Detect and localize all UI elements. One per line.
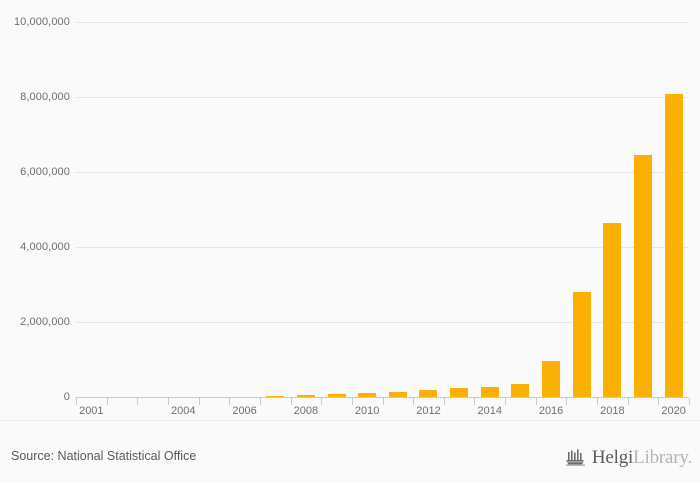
library-building-icon [565,448,587,466]
y-axis-tick-label: 4,000,000 [20,240,70,253]
bar[interactable] [266,395,285,397]
x-axis-tick [76,398,77,405]
x-axis-tick [474,398,476,405]
x-axis-tick [627,398,629,405]
helgi-library-logo[interactable]: HelgiLibrary. [565,446,692,468]
bar[interactable] [450,388,469,397]
x-axis-tick [198,398,200,405]
x-axis-tick [443,398,445,405]
x-axis-tick-label: 2010 [354,405,380,417]
footer-divider [0,420,700,421]
x-axis-tick [413,398,415,405]
logo-secondary: Library [633,446,688,468]
bar[interactable] [388,392,407,397]
x-axis-tick [597,398,599,405]
x-axis-tick-label: 2016 [538,405,564,417]
x-axis-tick-label: 2004 [171,405,196,417]
bar[interactable] [664,94,683,397]
bar[interactable] [572,292,591,397]
x-axis-tick-label: 2008 [293,405,319,417]
gridline [76,22,689,23]
x-axis-tick-label: 2006 [232,405,257,417]
x-axis-tick [259,398,261,405]
x-axis-tick [351,398,353,405]
x-axis-tick [658,398,660,405]
logo-primary: Helgi [591,446,634,468]
plot-wrapper: 10,000,000 8,000,000 6,000,000 4,000,000 2,0… [0,16,690,417]
x-axis-tick [535,398,537,405]
bar[interactable] [327,394,346,397]
chart-footer: Source: National Statistical Office Helg… [0,420,700,483]
x-axis-tick [167,398,169,405]
bar[interactable] [480,387,499,397]
x-axis-tick-label: 2012 [416,405,441,417]
bar[interactable] [358,392,377,397]
x-axis-tick-label: 2020 [661,405,686,417]
x-axis-tick [566,398,568,405]
bar[interactable] [419,389,438,397]
x-axis-tick-label: 2018 [600,405,625,417]
gridline [76,322,689,323]
y-axis-tick-label: 8,000,000 [20,90,70,103]
logo-wordmark: HelgiLibrary. [592,448,692,467]
gridline [76,172,689,173]
x-axis-tick [505,398,507,405]
x-axis-line [76,397,689,398]
x-axis-tick [689,398,690,405]
y-axis-tick-label: 6,000,000 [20,165,70,178]
bar[interactable] [603,222,622,397]
y-axis-labels: 10,000,000 8,000,000 6,000,000 4,000,000 2,0… [0,16,70,402]
y-axis-tick-label: 2,000,000 [20,315,70,328]
source-note: Source: National Statistical Office [11,449,197,463]
x-axis-tick [382,398,384,405]
x-axis-tick [106,398,108,405]
bar[interactable] [296,394,315,397]
x-axis-tick [229,398,231,405]
x-axis-tick-label: 2001 [79,405,104,417]
gridline [76,247,689,248]
bar[interactable] [634,155,653,397]
x-axis-tick [321,398,323,405]
bar[interactable] [511,383,530,397]
logo-suffix: . [687,446,692,468]
bar[interactable] [542,360,561,397]
gridline [76,97,689,98]
x-axis-tick-label: 2014 [477,405,503,417]
x-axis-tick [137,398,139,405]
y-axis-tick-label: 0 [63,390,70,403]
y-axis-tick-label: 10,000,000 [13,15,70,28]
x-axis-tick [290,398,292,405]
bars-layer [76,22,689,397]
